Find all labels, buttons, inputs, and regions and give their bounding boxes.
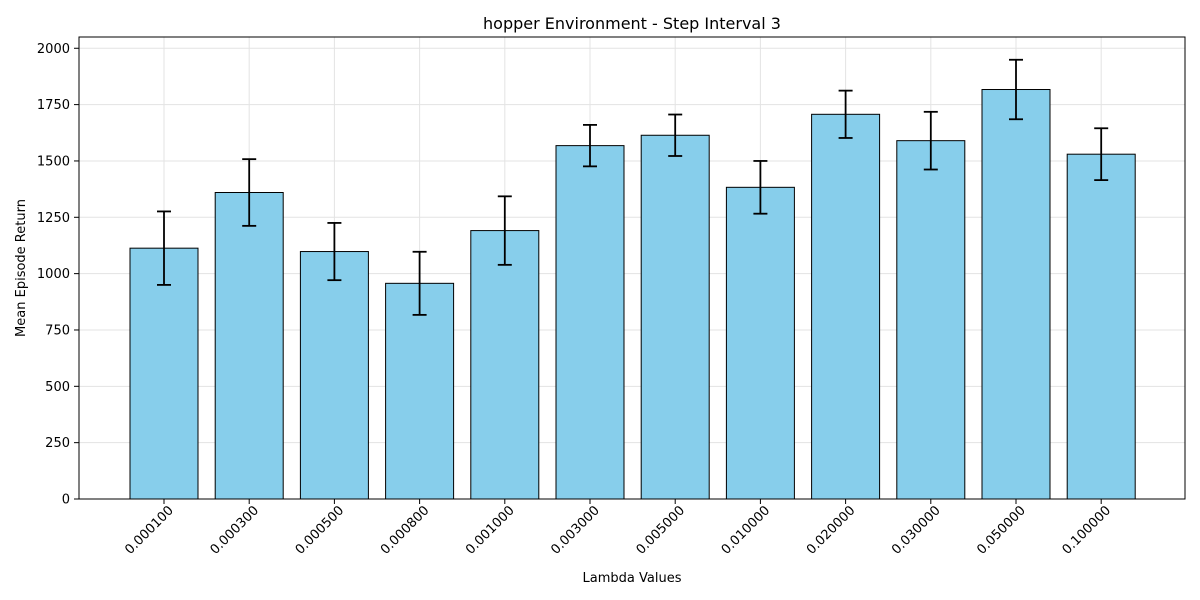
bar-0.050000 bbox=[981, 89, 1051, 500]
x-tick-label: 0.000300 bbox=[208, 503, 262, 557]
x-tick-label: 0.005000 bbox=[634, 503, 688, 557]
bar-0.030000 bbox=[896, 140, 966, 500]
error-bar-layer bbox=[157, 58, 1109, 316]
bar-0.000100 bbox=[129, 247, 199, 500]
y-tick-label: 500 bbox=[45, 380, 70, 395]
y-tick-label: 1250 bbox=[37, 211, 70, 226]
y-tick-label: 1750 bbox=[37, 98, 70, 113]
x-tick-label: 0.030000 bbox=[889, 503, 943, 557]
y-tick-label: 2000 bbox=[37, 42, 70, 57]
bar-0.001000 bbox=[470, 230, 540, 500]
x-tick-label: 0.003000 bbox=[548, 503, 602, 557]
bar-0.005000 bbox=[640, 134, 710, 500]
x-tick-label: 0.010000 bbox=[719, 503, 773, 557]
x-tick-label: 0.000500 bbox=[293, 503, 347, 557]
x-tick-label: 0.000800 bbox=[378, 503, 432, 557]
plot-frame bbox=[78, 36, 1186, 500]
y-tick-label: 0 bbox=[62, 493, 70, 508]
y-tick-label: 750 bbox=[45, 323, 70, 338]
bar-0.000300 bbox=[214, 192, 284, 500]
x-tick-label: 0.100000 bbox=[1060, 503, 1114, 557]
x-tick-label: 0.000100 bbox=[122, 503, 176, 557]
x-tick-label: 0.001000 bbox=[463, 503, 517, 557]
bar-0.100000 bbox=[1066, 153, 1136, 500]
x-tick-label: 0.020000 bbox=[804, 503, 858, 557]
y-tick-label: 1000 bbox=[37, 267, 70, 282]
y-tick-label: 250 bbox=[45, 436, 70, 451]
x-axis-label: Lambda Values bbox=[583, 571, 682, 586]
x-tick-label: 0.050000 bbox=[974, 503, 1028, 557]
bar-0.000500 bbox=[299, 251, 369, 500]
chart-title: hopper Environment - Step Interval 3 bbox=[483, 14, 781, 33]
bar-0.003000 bbox=[555, 145, 625, 500]
bar-layer bbox=[129, 89, 1136, 500]
bar-0.020000 bbox=[811, 113, 881, 500]
bar-0.010000 bbox=[725, 186, 795, 500]
bar-0.000800 bbox=[385, 282, 455, 500]
y-axis-label: Mean Episode Return bbox=[14, 199, 29, 337]
y-tick-label: 1500 bbox=[37, 154, 70, 169]
